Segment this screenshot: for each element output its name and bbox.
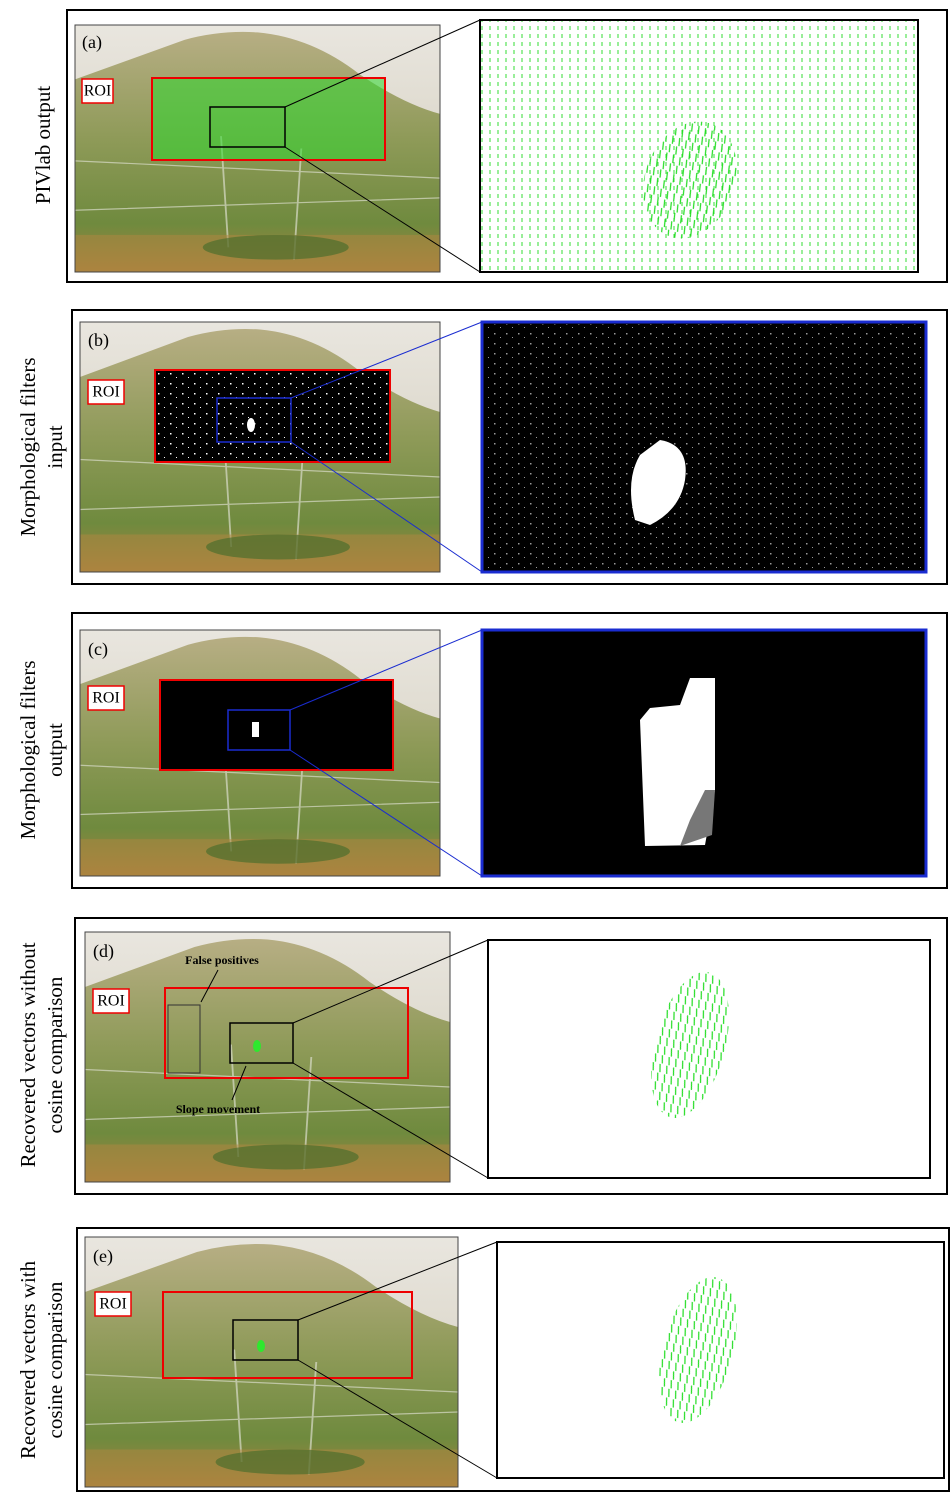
blob	[252, 722, 259, 737]
panel-label: (d)	[93, 941, 114, 962]
side-label: PIVlab output	[31, 86, 55, 205]
roi-label: ROI	[84, 83, 112, 100]
side-label: input	[43, 425, 67, 468]
side-label: Morphological filters	[16, 660, 40, 839]
annotation: False positives	[185, 953, 259, 967]
roi-label: ROI	[97, 993, 125, 1010]
side-label: Recovered vectors without	[16, 942, 40, 1167]
panel-c: Morphological filters output (c) ROI	[16, 613, 947, 888]
panel-label: (e)	[93, 1246, 113, 1267]
panel-d: Recovered vectors without cosine compari…	[16, 918, 947, 1194]
panel-a: PIVlab output (a) ROI	[31, 10, 947, 282]
side-label: cosine comparison	[43, 976, 67, 1133]
roi-label: ROI	[92, 384, 120, 401]
side-label: Recovered vectors with	[16, 1260, 40, 1459]
roi-region	[160, 680, 393, 770]
roi-noise	[155, 370, 390, 462]
roi-label: ROI	[92, 690, 120, 707]
side-label: output	[43, 723, 67, 777]
annotation: Slope movement	[176, 1102, 260, 1116]
panel-label: (c)	[88, 639, 108, 660]
side-label: Morphological filters	[16, 357, 40, 536]
blob	[247, 418, 255, 432]
roi-label: ROI	[99, 1296, 127, 1313]
panel-e: Recovered vectors with cosine comparison…	[16, 1228, 949, 1491]
panel-label: (b)	[88, 330, 109, 351]
side-label: cosine comparison	[43, 1281, 67, 1438]
blob	[253, 1040, 261, 1052]
photo	[85, 932, 450, 1182]
blob	[257, 1340, 265, 1352]
photo	[85, 1237, 458, 1487]
figure: PIVlab output (a) ROI Morphological filt…	[0, 0, 950, 1492]
zoom-noise	[484, 324, 924, 570]
panel-b: Morphological filters input (b) ROI	[16, 310, 947, 584]
panel-label: (a)	[82, 32, 102, 53]
